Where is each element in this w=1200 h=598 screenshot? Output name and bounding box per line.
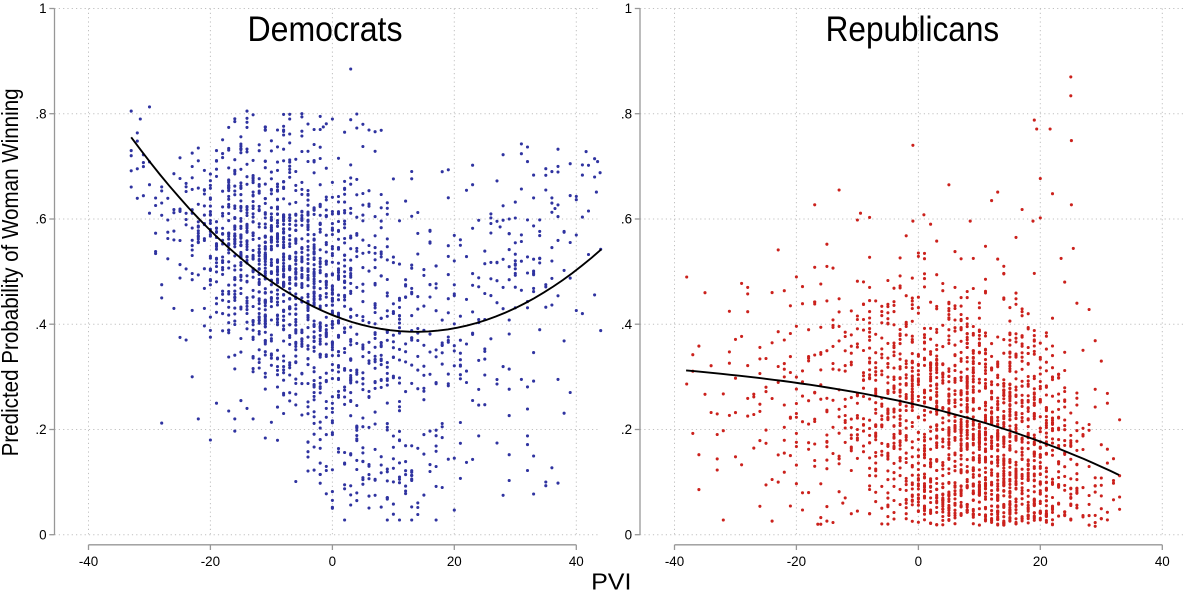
svg-text:-40: -40 (665, 554, 684, 569)
svg-text:.4: .4 (35, 317, 47, 332)
svg-text:0: 0 (329, 554, 336, 569)
svg-text:.4: .4 (621, 317, 633, 332)
svg-text:20: 20 (447, 554, 462, 569)
svg-text:.2: .2 (35, 422, 46, 437)
svg-text:.8: .8 (35, 106, 46, 121)
svg-text:PVI: PVI (591, 569, 631, 594)
svg-text:1: 1 (625, 1, 632, 16)
svg-text:-20: -20 (201, 554, 220, 569)
svg-text:.2: .2 (621, 422, 632, 437)
svg-text:Democrats: Democrats (248, 10, 403, 49)
svg-text:.6: .6 (35, 212, 46, 227)
svg-text:Republicans: Republicans (826, 10, 1000, 49)
svg-text:-20: -20 (787, 554, 806, 569)
svg-text:0: 0 (625, 527, 632, 542)
svg-text:.8: .8 (621, 106, 632, 121)
svg-text:40: 40 (1155, 554, 1170, 569)
svg-text:0: 0 (915, 554, 922, 569)
svg-text:0: 0 (39, 527, 46, 542)
svg-text:40: 40 (569, 554, 584, 569)
svg-text:Predicted Probability of Woman: Predicted Probability of Woman Winning (0, 88, 23, 456)
svg-text:20: 20 (1033, 554, 1048, 569)
svg-text:-40: -40 (79, 554, 98, 569)
svg-text:.6: .6 (621, 212, 632, 227)
svg-text:1: 1 (39, 1, 46, 16)
